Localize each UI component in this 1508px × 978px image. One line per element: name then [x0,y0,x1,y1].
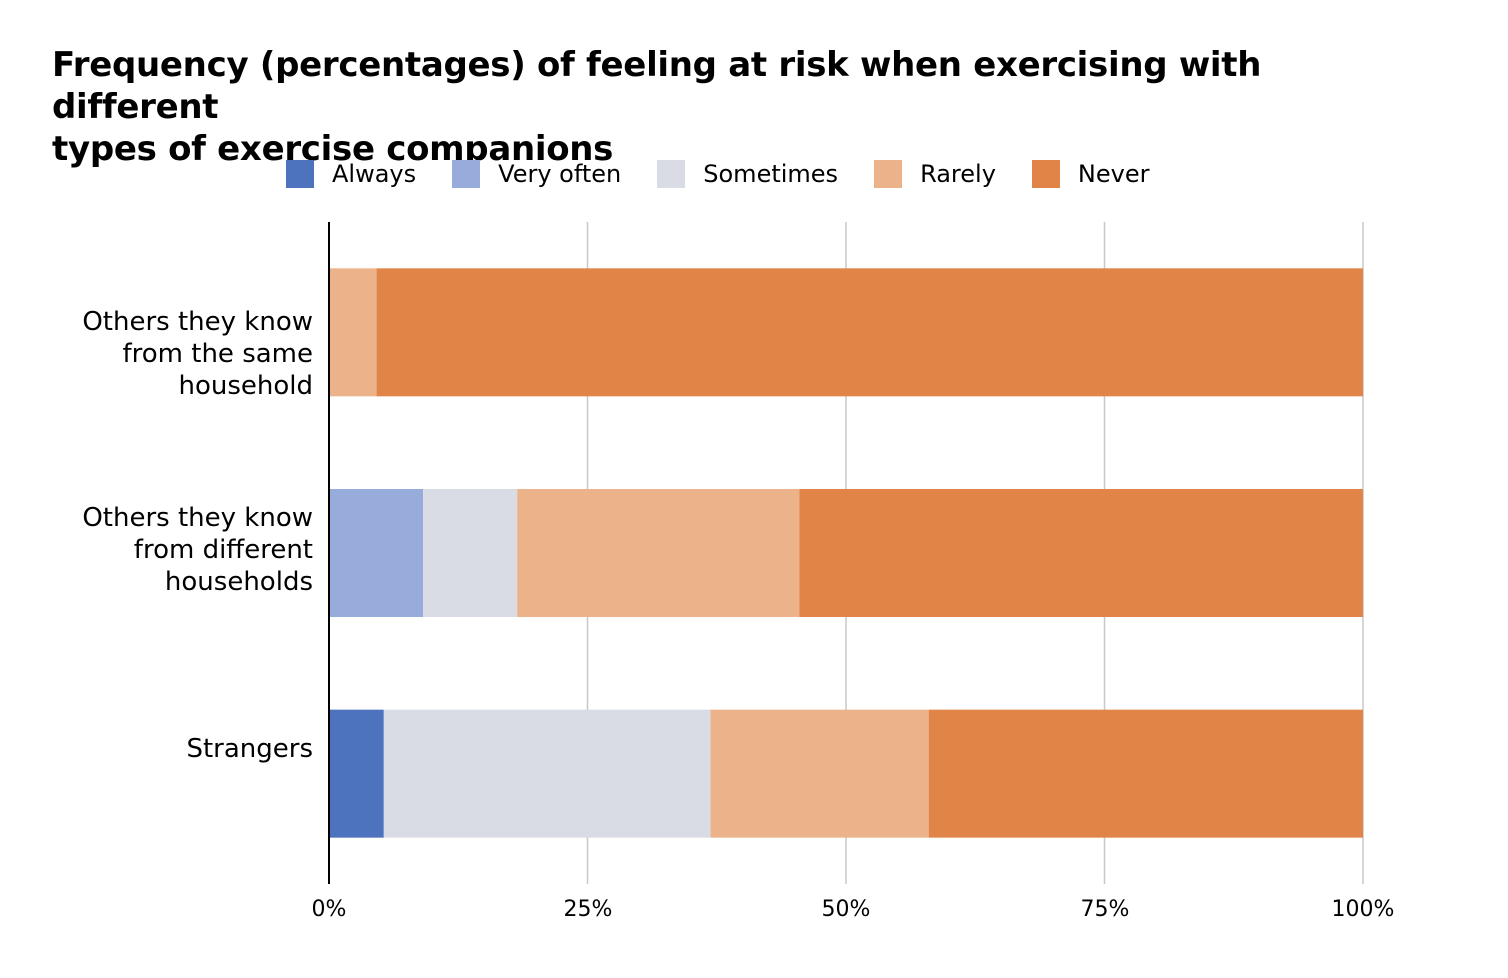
x-tick-0: 0% [311,897,347,922]
legend-label-sometimes: Sometimes [703,160,839,188]
chart-title: Frequency (percentages) of feeling at ri… [52,44,1432,170]
legend-swatch-sometimes [657,160,686,188]
x-tick-75: 75% [1080,897,1130,922]
y-label-same-household: Others they know from the same household [82,306,313,402]
legend-swatch-always [286,160,314,188]
legend-item-always: Always [286,160,416,188]
legend-label-rarely: Rarely [920,160,996,188]
legend: Always Very often Sometimes Rarely Never [286,158,1185,190]
y-label-different-households-line-1: Others they know [82,503,313,533]
y-label-different-households-line-3: households [164,567,313,597]
bar-never-1 [799,489,1363,617]
legend-swatch-very-often [452,160,481,188]
x-tick-50: 50% [821,897,871,922]
y-label-strangers: Strangers [186,733,313,765]
legend-item-never: Never [1031,160,1150,188]
bar-rarely-1 [517,489,800,617]
x-tick-25: 25% [563,897,613,922]
bar-rarely-0 [329,268,377,397]
bar-never-2 [928,709,1363,838]
y-label-different-households-line-2: from different [133,535,313,565]
bar-never-0 [376,268,1364,397]
legend-label-always: Always [332,160,417,188]
chart-title-line-2: types of exercise companions [52,129,614,169]
y-label-same-household-line-2: from the same [122,339,313,369]
y-label-strangers-line-1: Strangers [186,734,313,764]
y-label-different-households: Others they know from different househol… [82,502,313,598]
legend-label-never: Never [1077,160,1150,188]
bar-sometimes-2 [383,709,711,838]
bar-always-2 [329,709,384,838]
legend-item-sometimes: Sometimes [657,160,838,188]
y-label-same-household-line-3: household [178,371,313,401]
bars [329,268,1364,838]
legend-item-rarely: Rarely [874,160,996,188]
legend-swatch-rarely [874,160,903,188]
bar-rarely-2 [710,709,929,838]
chart-title-line-1: Frequency (percentages) of feeling at ri… [52,45,1262,127]
legend-label-very-often: Very often [498,160,622,188]
x-tick-100: 100% [1331,897,1395,922]
legend-item-very-often: Very often [452,160,621,188]
bar-sometimes-1 [423,489,518,617]
y-label-same-household-line-1: Others they know [82,307,313,337]
bar-very-often-1 [329,489,424,617]
legend-swatch-never [1031,160,1060,188]
